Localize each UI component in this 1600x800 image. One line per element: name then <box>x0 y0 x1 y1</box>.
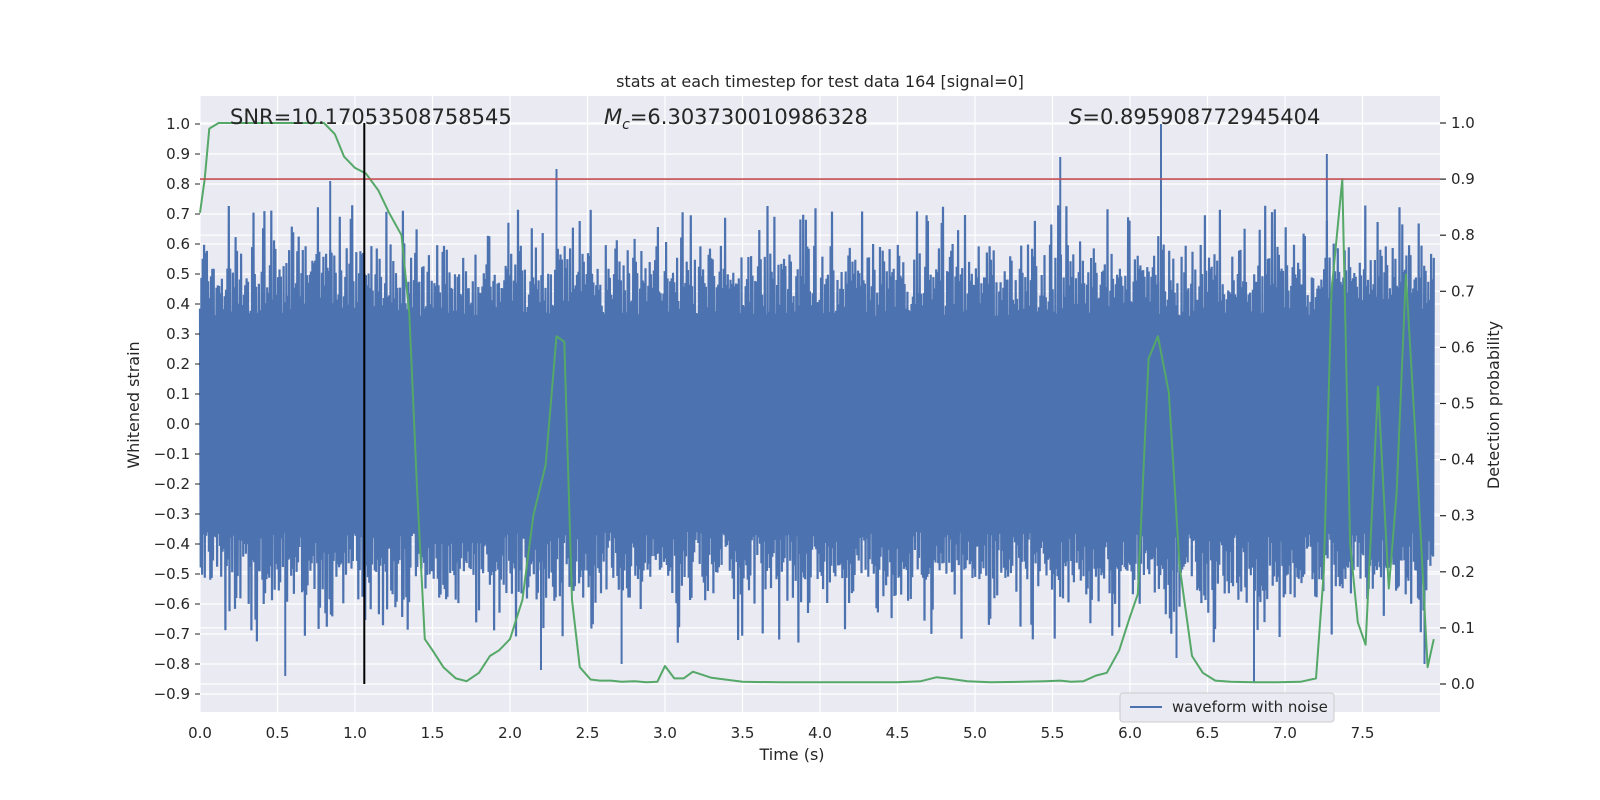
y-tick-label: −0.4 <box>154 535 190 553</box>
y-tick-label: 0.8 <box>166 175 190 193</box>
x-axis: 0.0 0.5 1.0 1.5 2.0 2.5 3.0 3.5 4.0 4.5 5.0 5.5 6.0 6… <box>188 724 1374 742</box>
x-tick-label: 2.0 <box>498 724 522 742</box>
snr-annotation: SNR=10.17053508758545 <box>230 105 512 129</box>
y-tick-label: −0.8 <box>154 655 190 673</box>
x-tick-label: 0.5 <box>266 724 290 742</box>
y-tick-label: −0.2 <box>154 475 190 493</box>
y-axis-left: 1.0 0.9 0.8 0.7 0.6 0.5 0.4 0.3 0.2 0.1 0.0 −0.1 −0.… <box>154 115 200 703</box>
probability-line <box>199 122 1435 684</box>
legend-label: waveform with noise <box>1172 698 1328 716</box>
y-tick-label: −0.6 <box>154 595 190 613</box>
y-tick-label: 0.1 <box>166 385 190 403</box>
y-tick-label: −0.5 <box>154 565 190 583</box>
y2-tick-label: 1.0 <box>1451 114 1475 132</box>
y-tick-label: 0.2 <box>166 355 190 373</box>
y-axis-right: 1.0 0.9 0.8 0.7 0.6 0.5 0.4 0.3 0.2 0.1 0.0 <box>1440 114 1475 693</box>
y-tick-label: 0.3 <box>166 325 190 343</box>
chart-title: stats at each timestep for test data 164… <box>616 72 1024 91</box>
y-tick-label: −0.3 <box>154 505 190 523</box>
y2-tick-label: 0.1 <box>1451 619 1475 637</box>
x-tick-label: 1.5 <box>421 724 445 742</box>
waveform-line <box>198 205 1435 643</box>
chirp-mass-annotation: Mc=6.303730010986328 <box>604 105 868 133</box>
x-axis-label: Time (s) <box>758 745 824 764</box>
y-tick-label: 0.7 <box>166 205 190 223</box>
y2-tick-label: 0.0 <box>1451 675 1475 693</box>
y2-tick-label: 0.5 <box>1451 395 1475 413</box>
y-tick-label: 0.9 <box>166 145 190 163</box>
y-tick-label: −0.1 <box>154 445 190 463</box>
s-annotation: S=0.895908772945404 <box>1069 105 1320 129</box>
overlays <box>200 123 1440 684</box>
x-tick-label: 3.0 <box>653 724 677 742</box>
x-tick-label: 6.0 <box>1118 724 1142 742</box>
x-tick-label: 4.5 <box>886 724 910 742</box>
y2-tick-label: 0.8 <box>1451 226 1475 244</box>
x-tick-label: 4.0 <box>808 724 832 742</box>
y2-tick-label: 0.2 <box>1451 563 1475 581</box>
x-tick-label: 1.0 <box>343 724 367 742</box>
x-tick-label: 5.5 <box>1041 724 1065 742</box>
x-tick-label: 7.5 <box>1351 724 1375 742</box>
x-tick-label: 5.0 <box>963 724 987 742</box>
y2-tick-label: 0.7 <box>1451 282 1475 300</box>
x-tick-label: 7.0 <box>1273 724 1297 742</box>
legend-box <box>1119 692 1335 723</box>
x-tick-label: 3.5 <box>731 724 755 742</box>
y-tick-label: 1.0 <box>166 115 190 133</box>
legend: waveform with noise <box>1119 692 1335 723</box>
y2-tick-label: 0.3 <box>1451 507 1475 525</box>
y-tick-label: −0.7 <box>154 625 190 643</box>
y-tick-label: 0.6 <box>166 235 190 253</box>
x-tick-label: 6.5 <box>1196 724 1220 742</box>
x-tick-label: 0.0 <box>188 724 212 742</box>
y2-tick-label: 0.4 <box>1451 451 1475 469</box>
x-tick-label: 2.5 <box>576 724 600 742</box>
y-tick-label: 0.5 <box>166 265 190 283</box>
y-tick-label: 0.0 <box>166 415 190 433</box>
y-axis-label: Whitened strain <box>124 341 143 468</box>
y-tick-label: 0.4 <box>166 295 190 313</box>
y2-tick-label: 0.6 <box>1451 338 1475 356</box>
y-tick-label: −0.9 <box>154 685 190 703</box>
y2-axis-label: Detection probability <box>1484 321 1503 489</box>
y2-tick-label: 0.9 <box>1451 170 1475 188</box>
probability-series <box>199 122 1435 684</box>
